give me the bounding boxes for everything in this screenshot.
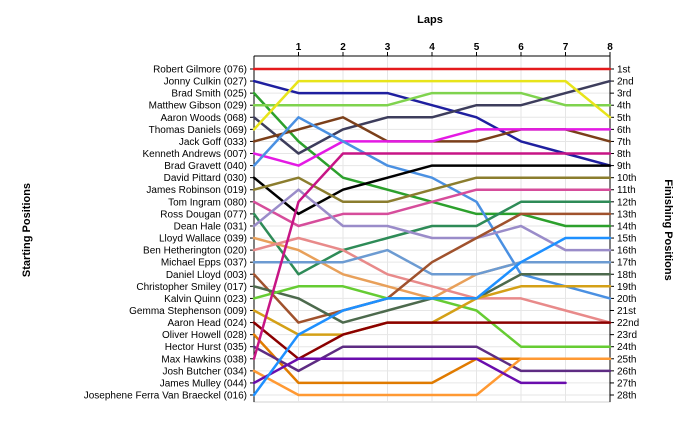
series-line xyxy=(252,152,612,361)
start-position-label: James Mulley (044) xyxy=(160,378,247,389)
series-line xyxy=(252,236,612,324)
series-line xyxy=(252,91,612,107)
right-axis-title: Finishing Positions xyxy=(662,179,674,280)
start-position-label: Gemma Stephenson (009) xyxy=(129,306,247,317)
finish-position-label: 19th xyxy=(617,282,636,293)
finish-position-label: 3rd xyxy=(617,89,631,100)
finish-position-label: 28th xyxy=(617,391,636,402)
finish-position-label: 22nd xyxy=(617,318,639,329)
lap-tick-label: 3 xyxy=(385,42,391,53)
start-position-label: Ben Hetherington (020) xyxy=(143,246,247,257)
start-position-label: Brad Smith (025) xyxy=(171,89,247,100)
finish-position-label: 7th xyxy=(617,137,631,148)
finish-position-label: 16th xyxy=(617,246,636,257)
series-line xyxy=(252,248,612,276)
finish-position-label: 18th xyxy=(617,270,636,281)
series-line xyxy=(252,188,612,228)
start-position-label: Kenneth Andrews (007) xyxy=(142,149,247,160)
series-line xyxy=(252,79,612,155)
finish-position-label: 20th xyxy=(617,294,636,305)
finish-position-label: 21st xyxy=(617,306,636,317)
finish-position-label: 14th xyxy=(617,221,636,232)
start-position-label: Jack Goff (033) xyxy=(179,137,247,148)
x-axis-title: Laps xyxy=(417,14,443,26)
start-position-label: David Pittard (030) xyxy=(164,173,247,184)
start-position-label: Brad Gravett (040) xyxy=(164,161,247,172)
finish-position-label: 25th xyxy=(617,354,636,365)
lap-tick-label: 7 xyxy=(563,42,569,53)
start-position-label: Hector Hurst (035) xyxy=(165,342,247,353)
finish-position-label: 5th xyxy=(617,113,631,124)
start-position-label: Aaron Head (024) xyxy=(168,318,248,329)
finish-position-label: 15th xyxy=(617,234,636,245)
series-line xyxy=(252,236,612,397)
series-line xyxy=(252,357,567,385)
start-position-label: Matthew Gibson (029) xyxy=(149,101,247,112)
series-line xyxy=(252,128,612,167)
start-position-label: Jonny Culkin (027) xyxy=(164,77,247,88)
finish-position-label: 2nd xyxy=(617,77,634,88)
start-position-label: Aaron Woods (068) xyxy=(160,113,247,124)
finish-position-label: 10th xyxy=(617,173,636,184)
finish-position-label: 13th xyxy=(617,209,636,220)
finish-position-label: 17th xyxy=(617,258,636,269)
finish-position-label: 4th xyxy=(617,101,631,112)
left-axis-title: Starting Positions xyxy=(21,183,33,277)
finish-position-label: 6th xyxy=(617,125,631,136)
lap-tick-label: 8 xyxy=(607,42,613,53)
start-position-label: Ross Dougan (077) xyxy=(160,209,247,220)
lap-tick-label: 1 xyxy=(296,42,302,53)
finish-position-label: 11th xyxy=(617,185,636,196)
series-line xyxy=(252,345,612,373)
lap-tick-label: 6 xyxy=(518,42,524,53)
series-line xyxy=(252,200,612,276)
start-position-label: James Robinson (019) xyxy=(146,185,247,196)
start-position-label: Josh Butcher (034) xyxy=(163,366,248,377)
lap-tick-label: 5 xyxy=(474,42,480,53)
start-position-label: Lloyd Wallace (039) xyxy=(159,234,247,245)
lap-tick-label: 2 xyxy=(340,42,346,53)
start-position-label: Michael Epps (037) xyxy=(161,258,247,269)
finish-position-label: 1st xyxy=(617,65,631,76)
start-position-label: Max Hawkins (038) xyxy=(161,354,247,365)
series-line xyxy=(252,116,612,300)
series-line xyxy=(252,188,612,252)
start-position-label: Dean Hale (031) xyxy=(174,221,247,232)
start-position-label: Tom Ingram (080) xyxy=(168,197,247,208)
series-line xyxy=(252,321,612,361)
start-position-label: Christopher Smiley (017) xyxy=(136,282,247,293)
start-position-label: Daniel Lloyd (003) xyxy=(166,270,247,281)
finish-position-label: 23rd xyxy=(617,330,637,341)
finish-position-label: 12th xyxy=(617,197,636,208)
series-lines xyxy=(252,67,612,397)
series-line xyxy=(252,357,612,397)
finish-position-label: 24th xyxy=(617,342,636,353)
finish-position-label: 26th xyxy=(617,366,636,377)
series-line xyxy=(252,212,612,324)
finish-position-label: 9th xyxy=(617,161,631,172)
start-position-label: Kalvin Quinn (023) xyxy=(164,294,247,305)
finish-position-label: 8th xyxy=(617,149,631,160)
start-position-label: Robert Gilmore (076) xyxy=(153,65,247,76)
labels: Robert Gilmore (076)Jonny Culkin (027)Br… xyxy=(84,42,640,402)
lap-tick-label: 4 xyxy=(429,42,435,53)
series-line xyxy=(252,79,612,131)
series-line xyxy=(252,79,612,167)
series-line xyxy=(252,164,612,216)
start-position-label: Oliver Howell (028) xyxy=(162,330,247,341)
finish-position-label: 27th xyxy=(617,378,636,389)
start-position-label: Josephene Ferra Van Braeckel (016) xyxy=(84,391,247,402)
start-position-label: Thomas Daniels (069) xyxy=(149,125,247,136)
